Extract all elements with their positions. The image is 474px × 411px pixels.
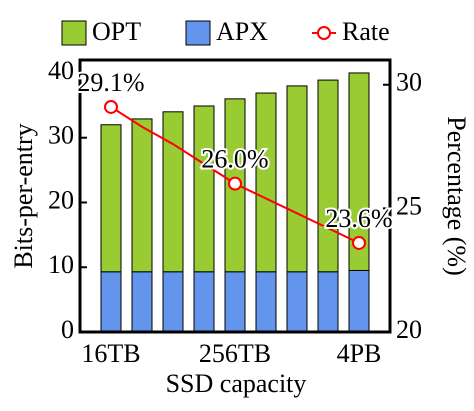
data-label: 26.0% (201, 145, 268, 174)
legend-label: APX (216, 17, 268, 46)
bar (100, 271, 122, 333)
legend-label: Rate (342, 17, 390, 46)
legend-swatch (185, 20, 211, 46)
y-tick-label: 20 (48, 185, 74, 214)
x-tick-label: 16TB (81, 339, 140, 368)
bar (255, 92, 277, 273)
bar (224, 271, 246, 333)
bar (162, 271, 184, 333)
data-label: 23.6% (325, 204, 392, 233)
bar (100, 124, 122, 273)
bar (162, 111, 184, 273)
legend-label: OPT (92, 17, 141, 46)
bar (317, 79, 339, 273)
y-tick-label: 30 (48, 121, 74, 150)
legend-marker (317, 26, 331, 40)
y-axis-label: Bits-per-entry (9, 123, 38, 268)
bar (286, 271, 308, 333)
x-tick-label: 4PB (337, 339, 382, 368)
bar (286, 85, 308, 273)
rate-marker (104, 99, 118, 114)
y-tick-label: 10 (48, 250, 74, 279)
bar (131, 271, 153, 333)
plot-frame (78, 58, 392, 334)
bar (348, 72, 370, 271)
y2-tick-label: 30 (396, 68, 422, 97)
bar (348, 269, 370, 333)
y-tick-label: 0 (61, 315, 74, 344)
data-label: 29.1% (77, 68, 144, 97)
y-tick-label: 40 (48, 56, 74, 85)
y2-tick-label: 20 (396, 315, 422, 344)
x-tick-label: 256TB (199, 339, 271, 368)
y2-axis-label: Percentage (%) (442, 116, 471, 276)
bar (255, 271, 277, 333)
legend-swatch (61, 20, 87, 46)
bar (317, 271, 339, 333)
rate-marker (352, 235, 366, 250)
y2-tick-label: 25 (396, 191, 422, 220)
bar (131, 118, 153, 273)
rate-marker (228, 176, 242, 191)
bar (193, 105, 215, 273)
bar (193, 271, 215, 333)
x-axis-label: SSD capacity (166, 369, 307, 398)
